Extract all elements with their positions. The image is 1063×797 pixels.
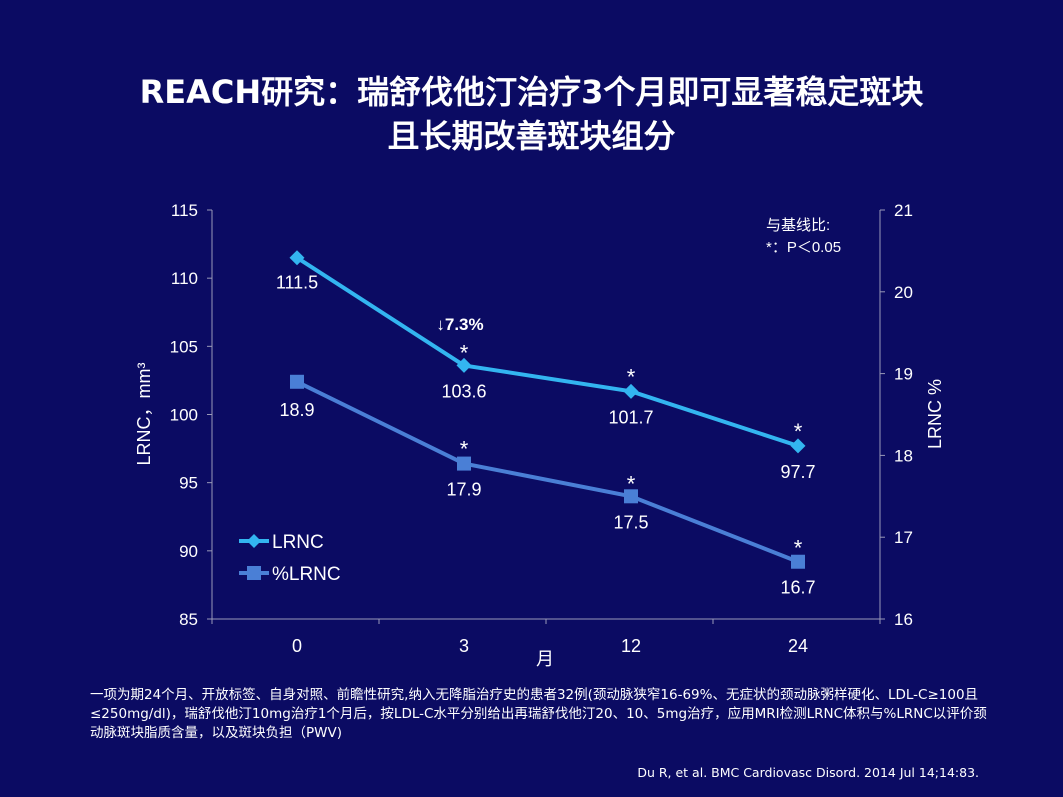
data-label: 17.9: [446, 480, 481, 500]
significance-star: *: [460, 437, 469, 462]
data-point-square: [624, 489, 638, 504]
left-y-tick-label: 85: [179, 610, 198, 629]
right-y-tick-label: 21: [894, 201, 913, 220]
data-label: 97.7: [780, 462, 815, 482]
x-tick-label: 0: [292, 636, 302, 656]
data-label: 18.9: [279, 400, 314, 420]
left-y-tick-label: 95: [179, 474, 198, 493]
reduction-annotation: ↓7.3%: [436, 315, 483, 334]
data-point-diamond: [456, 357, 472, 373]
right-y-axis-label: LRNC %: [925, 379, 945, 449]
data-point-diamond: [790, 438, 806, 454]
legend-label: LRNC: [272, 532, 324, 553]
significance-star: *: [794, 536, 803, 561]
x-axis-label: 月: [536, 649, 554, 669]
data-point-diamond: [623, 383, 639, 399]
data-label: 103.6: [441, 381, 486, 401]
data-label: 17.5: [613, 512, 648, 532]
left-y-tick-label: 105: [170, 337, 198, 356]
right-y-tick-label: 19: [894, 365, 913, 384]
data-point-square: [290, 374, 304, 389]
data-point-square: [791, 554, 805, 569]
right-y-tick-label: 16: [894, 610, 913, 629]
left-y-tick-label: 110: [171, 269, 198, 288]
legend-label: %LRNC: [272, 564, 341, 585]
x-tick-label: 24: [788, 636, 808, 656]
significance-note-line-1: 与基线比:: [766, 217, 830, 234]
data-label: 111.5: [276, 273, 318, 293]
left-y-tick-label: 100: [170, 406, 198, 425]
right-y-tick-label: 18: [894, 446, 913, 465]
left-y-tick-label: 115: [171, 201, 198, 220]
significance-note-line-2: *：P＜0.05: [766, 239, 841, 256]
x-tick-label: 12: [621, 636, 641, 656]
series-line-lrnc: [295, 256, 799, 448]
legend-marker-diamond: [247, 534, 261, 548]
significance-star: *: [627, 471, 636, 496]
significance-star: *: [627, 364, 636, 389]
study-footnote: 一项为期24个月、开放标签、自身对照、前瞻性研究,纳入无降脂治疗史的患者32例(…: [90, 687, 987, 741]
data-label: 101.7: [608, 407, 653, 427]
data-point-square: [457, 456, 471, 471]
left-y-tick-label: 90: [179, 542, 198, 561]
significance-star: *: [460, 340, 469, 365]
legend-marker-square: [247, 566, 261, 580]
x-tick-label: 3: [459, 636, 469, 656]
significance-star: *: [794, 419, 803, 444]
citation: Du R, et al. BMC Cardiovasc Disord. 2014…: [637, 765, 979, 780]
data-point-diamond: [289, 250, 305, 266]
left-y-axis-label: LRNC，mm³: [134, 363, 154, 466]
series-line-pct-lrnc: [296, 379, 799, 564]
right-y-tick-label: 17: [894, 528, 913, 547]
slide-title-line-1: REACH研究：瑞舒伐他汀治疗3个月即可显著稳定斑块: [139, 73, 924, 111]
data-label: 16.7: [780, 578, 815, 598]
slide-title-line-2: 且长期改善斑块组分: [387, 117, 676, 155]
slide-title: REACH研究：瑞舒伐他汀治疗3个月即可显著稳定斑块 且长期改善斑块组分: [0, 70, 1063, 158]
right-y-tick-label: 20: [894, 283, 913, 302]
